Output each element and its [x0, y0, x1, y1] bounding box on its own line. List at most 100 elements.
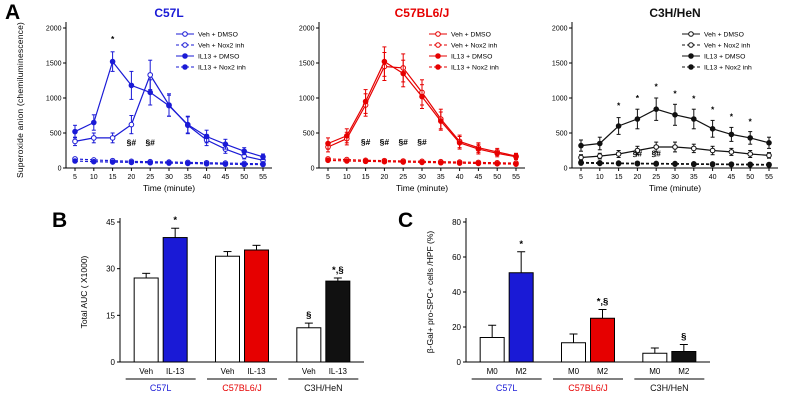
data-marker [634, 116, 641, 122]
x-tick-label: 5 [73, 174, 77, 181]
category-label: M2 [597, 367, 609, 376]
y-tick-label: 2000 [46, 26, 62, 33]
data-marker [766, 152, 772, 159]
x-tick-label: 5 [579, 174, 583, 181]
axes: 0 500 1000 1500 2000 5 10 15 20 25 30 35 40 45 50 55 [552, 22, 778, 181]
annotation: §# [380, 137, 390, 147]
annotation: * [749, 117, 753, 127]
panel-a-label: A [5, 1, 21, 24]
data-marker [419, 93, 425, 100]
data-marker [91, 135, 97, 141]
legend-label: IL13 + Nox2 inh [704, 65, 752, 72]
x-tick-label: 30 [671, 174, 679, 181]
data-marker [109, 135, 116, 141]
legend-label: IL13 + Nox2 inh [451, 65, 499, 72]
significance: § [306, 310, 311, 321]
data-marker [381, 58, 388, 65]
axes: 0 20 40 60 80 [452, 218, 710, 367]
data-marker [128, 159, 135, 166]
data-marker [766, 140, 772, 146]
annotation: * [673, 89, 677, 99]
chart-title: C57L [154, 6, 183, 20]
annotation: * [636, 93, 640, 103]
group-label: C57BL6/J [568, 383, 608, 393]
x-tick-label: 25 [399, 174, 407, 181]
data-marker [166, 160, 172, 166]
category-label: Veh [302, 367, 316, 376]
annotation: §# [361, 137, 371, 147]
series-Veh + DMSO [578, 141, 772, 161]
group-label: C57L [496, 383, 518, 393]
data-marker [438, 118, 444, 124]
data-marker [456, 160, 463, 166]
x-tick-label: 15 [615, 174, 623, 181]
data-marker [728, 131, 735, 138]
x-tick-label: 55 [765, 174, 773, 181]
data-marker [344, 158, 350, 164]
data-marker [578, 160, 584, 166]
x-tick-label: 20 [128, 174, 136, 181]
data-marker [709, 161, 716, 168]
data-marker [597, 140, 603, 147]
significance: § [681, 332, 686, 343]
legend-label: Veh + Nox2 inh [198, 43, 245, 50]
x-tick-label: 30 [418, 174, 426, 181]
group-label: C3H/HeN [650, 383, 689, 393]
category-label: IL-13 [329, 367, 348, 376]
legend-label: IL13 + Nox2 inh [198, 65, 246, 72]
data-marker [672, 144, 678, 150]
x-tick-label: 45 [475, 174, 483, 181]
annotation: §# [417, 137, 427, 147]
axes: 0 500 1000 1500 2000 5 10 15 20 25 30 35 40 45 50 55 [299, 22, 525, 181]
y-tick-label: 2000 [299, 26, 315, 33]
y-tick-label: 0 [457, 358, 462, 367]
y-axis-label: β-Gal+ pro-SPC+ cells /HPF (%) [425, 231, 435, 354]
data-marker [653, 144, 659, 150]
axes: 0 15 30 45 [106, 218, 364, 367]
x-tick-label: 40 [709, 174, 717, 181]
data-marker [109, 58, 116, 65]
x-tick-label: 50 [493, 174, 501, 181]
y-tick-label: 2000 [552, 26, 568, 33]
bar [561, 342, 586, 363]
y-tick-label: 15 [106, 311, 115, 320]
legend-label: IL13 + DMSO [198, 54, 239, 61]
category-label: IL-13 [247, 367, 266, 376]
data-marker [709, 126, 716, 132]
panel-a: A Superoxide anion (chemiluminescence) C… [0, 2, 785, 202]
x-tick-label: 25 [146, 174, 154, 181]
y-tick-label: 500 [303, 131, 315, 138]
legend-label: Veh + Nox2 inh [704, 43, 751, 50]
x-tick-label: 5 [326, 174, 330, 181]
legend-label: Veh + DMSO [704, 32, 744, 39]
annotation: * [692, 94, 696, 104]
data-marker [672, 161, 678, 167]
legend-label: IL13 + DMSO [704, 54, 745, 61]
data-marker [260, 161, 266, 168]
x-tick-label: 40 [203, 174, 211, 181]
series-line [327, 159, 517, 165]
data-marker [597, 153, 603, 159]
bar [162, 237, 188, 363]
series-IL13 + DMSO [72, 51, 266, 161]
legend-marker [182, 64, 188, 70]
data-marker [72, 128, 78, 135]
data-marker [578, 154, 584, 161]
x-tick-label: 10 [596, 174, 604, 181]
x-tick-label: 45 [728, 174, 736, 181]
annotation: * [730, 112, 734, 122]
x-tick-label: 35 [184, 174, 192, 181]
data-marker [634, 161, 641, 167]
category-label: Veh [221, 367, 235, 376]
panel-b: B 0 15 30 45 Total AUC ( X1000) Veh * IL-13 Veh I… [52, 206, 374, 398]
data-marker [747, 151, 753, 157]
y-tick-label: 1500 [46, 61, 62, 68]
x-tick-label: 35 [690, 174, 698, 181]
bar [325, 280, 351, 363]
data-marker [475, 146, 482, 152]
x-tick-label: 15 [109, 174, 117, 181]
legend-marker [182, 31, 188, 37]
legend-marker [688, 53, 694, 59]
series-IL13 + Nox2 inh [578, 160, 772, 168]
